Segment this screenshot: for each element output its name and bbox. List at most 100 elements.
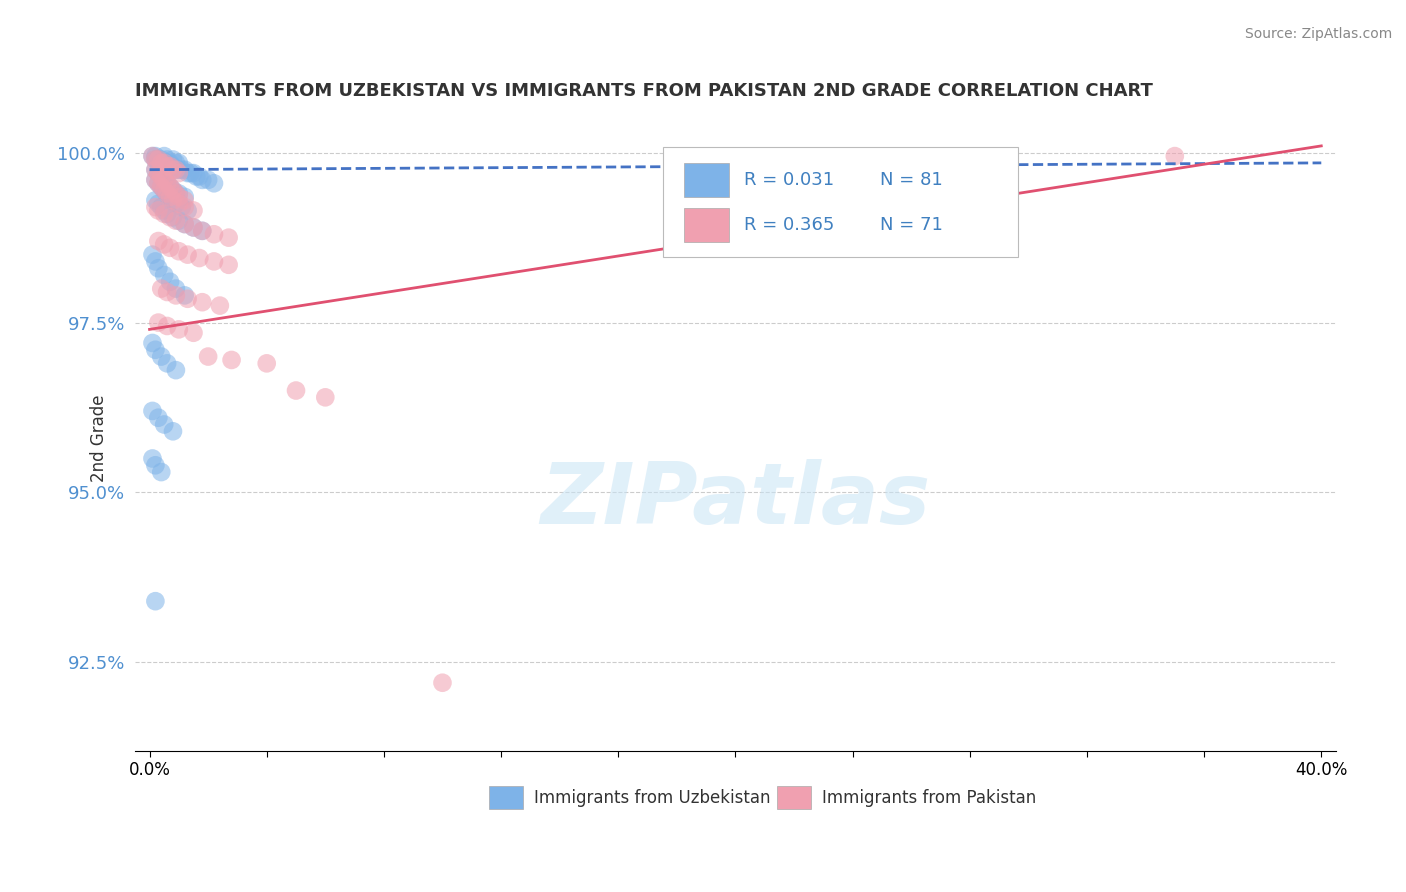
Point bbox=[150, 169, 173, 184]
Point bbox=[167, 190, 190, 204]
Point bbox=[141, 404, 163, 418]
Point bbox=[173, 217, 195, 231]
Point bbox=[191, 173, 214, 187]
Point bbox=[156, 318, 179, 333]
Text: N = 71: N = 71 bbox=[880, 216, 942, 234]
Point bbox=[156, 356, 179, 370]
Point bbox=[153, 237, 176, 252]
Point bbox=[170, 162, 193, 177]
Point bbox=[145, 194, 167, 208]
Point bbox=[145, 254, 167, 268]
Point bbox=[145, 200, 167, 214]
Point bbox=[148, 176, 170, 190]
Point bbox=[159, 275, 181, 289]
Point bbox=[162, 183, 184, 197]
Point bbox=[148, 234, 170, 248]
Point bbox=[218, 258, 240, 272]
Point bbox=[162, 194, 184, 208]
Point bbox=[145, 153, 167, 167]
Point bbox=[202, 254, 225, 268]
Point bbox=[162, 159, 184, 173]
Text: Immigrants from Uzbekistan: Immigrants from Uzbekistan bbox=[534, 789, 770, 806]
Point bbox=[156, 207, 179, 221]
Point bbox=[165, 213, 187, 227]
Point bbox=[167, 244, 190, 259]
Point bbox=[153, 173, 176, 187]
Point bbox=[165, 162, 187, 177]
Point bbox=[156, 156, 179, 170]
Point bbox=[156, 186, 179, 201]
Bar bbox=[683, 163, 730, 197]
Point bbox=[159, 241, 181, 255]
Point bbox=[285, 384, 308, 398]
Point bbox=[221, 353, 243, 368]
Point bbox=[165, 288, 187, 302]
Point bbox=[145, 162, 167, 177]
Point bbox=[188, 251, 211, 265]
Point bbox=[188, 169, 211, 184]
Point bbox=[150, 179, 173, 194]
Point bbox=[183, 326, 205, 340]
Point bbox=[145, 458, 167, 473]
Point bbox=[159, 190, 181, 204]
Bar bbox=[683, 208, 730, 243]
Point bbox=[141, 149, 163, 163]
Point bbox=[173, 194, 195, 208]
Point bbox=[148, 176, 170, 190]
Bar bbox=[489, 787, 523, 809]
Point bbox=[148, 261, 170, 276]
Point bbox=[191, 295, 214, 310]
Point bbox=[156, 159, 179, 173]
Point bbox=[153, 156, 176, 170]
Point bbox=[167, 213, 190, 227]
Point bbox=[197, 350, 219, 364]
Point bbox=[148, 156, 170, 170]
Point bbox=[173, 288, 195, 302]
Point bbox=[159, 190, 181, 204]
Point bbox=[159, 159, 181, 173]
Point bbox=[150, 282, 173, 296]
Point bbox=[145, 173, 167, 187]
Text: N = 81: N = 81 bbox=[880, 171, 942, 189]
Point bbox=[167, 196, 190, 211]
Point bbox=[145, 162, 167, 177]
Point bbox=[173, 162, 195, 177]
Point bbox=[150, 200, 173, 214]
Point bbox=[148, 166, 170, 180]
Point bbox=[314, 390, 336, 404]
Point bbox=[167, 322, 190, 336]
Point bbox=[162, 162, 184, 177]
Point bbox=[170, 200, 193, 214]
Point bbox=[153, 417, 176, 432]
Point bbox=[173, 200, 195, 214]
Point bbox=[156, 285, 179, 299]
Point bbox=[156, 176, 179, 190]
Point bbox=[165, 363, 187, 377]
Point bbox=[141, 335, 163, 350]
Point bbox=[159, 211, 181, 225]
Point bbox=[145, 173, 167, 187]
Point bbox=[165, 162, 187, 177]
Point bbox=[156, 153, 179, 167]
Point bbox=[183, 220, 205, 235]
Point bbox=[167, 156, 190, 170]
Point bbox=[148, 196, 170, 211]
Point bbox=[148, 316, 170, 330]
Text: 2nd Grade: 2nd Grade bbox=[90, 394, 108, 482]
Point bbox=[153, 149, 176, 163]
Point bbox=[141, 149, 163, 163]
Point bbox=[165, 186, 187, 201]
Point bbox=[165, 156, 187, 170]
Point bbox=[176, 292, 198, 306]
Point bbox=[162, 211, 184, 225]
Point bbox=[159, 179, 181, 194]
Point bbox=[165, 282, 187, 296]
Point bbox=[159, 179, 181, 194]
Point bbox=[165, 186, 187, 201]
Point bbox=[1164, 149, 1187, 163]
Point bbox=[148, 153, 170, 167]
Point bbox=[167, 186, 190, 201]
Point bbox=[191, 224, 214, 238]
Point bbox=[153, 159, 176, 173]
Point bbox=[150, 350, 173, 364]
